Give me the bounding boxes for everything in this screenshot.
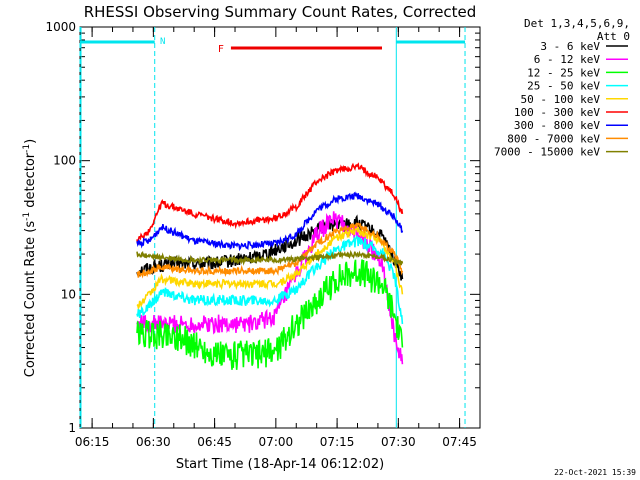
x-tick-label: 06:15 — [75, 435, 110, 449]
y-axis-label-sup2: -1 — [22, 144, 32, 153]
legend-label: 25 - 50 keV — [527, 80, 600, 93]
x-tick-label: 07:00 — [259, 435, 294, 449]
series-line-3 — [136, 234, 404, 325]
legend-label: 3 - 6 keV — [540, 40, 600, 53]
plot-layer: 1 10 100 1000 06:15 06:30 06:45 07:00 07:15 07:30… — [45, 20, 481, 449]
x-tick-label: 07:15 — [320, 435, 355, 449]
chart-title: RHESSI Observing Summary Count Rates, Co… — [84, 3, 477, 21]
y-axis-label: Corrected Count Rate (s-1 detector-1) — [22, 139, 38, 377]
x-axis-label: Start Time (18-Apr-14 06:12:02) — [176, 457, 384, 472]
legend-label: 7000 - 15000 keV — [494, 146, 600, 159]
y-tick-label: 1000 — [45, 20, 76, 34]
legend-label: 300 - 800 keV — [514, 119, 600, 132]
series-line-1 — [136, 211, 404, 365]
night-label: N — [160, 37, 165, 47]
series-line-8 — [136, 249, 404, 266]
x-tick-label: 07:45 — [442, 435, 477, 449]
timestamp: 22-Oct-2021 15:39 — [554, 468, 636, 477]
y-axis-label-main: Corrected Count Rate (s — [23, 221, 38, 378]
y-axis-label-mid: detector — [23, 152, 38, 212]
series-line-7 — [136, 222, 404, 279]
y-axis-label-end: ) — [23, 139, 38, 144]
series-line-6 — [136, 191, 404, 252]
legend-label: 800 - 7000 keV — [507, 132, 600, 145]
plot-frame — [79, 26, 481, 429]
legend-label: 12 - 25 keV — [527, 66, 600, 79]
legend-label: 6 - 12 keV — [534, 53, 601, 66]
y-axis-label-sup1: -1 — [22, 212, 32, 221]
legend-label: 100 - 300 keV — [514, 106, 600, 119]
legend-header-line1: Det 1,3,4,5,6,9, — [524, 17, 630, 30]
flare-label: F — [218, 44, 224, 55]
series-line-2 — [136, 259, 404, 370]
series-line-5 — [136, 162, 404, 244]
x-tick-label: 06:30 — [136, 435, 171, 449]
x-tick-label: 06:45 — [197, 435, 232, 449]
series-line-4 — [136, 226, 404, 310]
y-tick-label: 1 — [68, 421, 76, 435]
y-tick-label: 100 — [53, 154, 76, 168]
x-tick-label: 07:30 — [381, 435, 416, 449]
legend-header-line2: Att 0 — [597, 30, 630, 43]
y-tick-label: 10 — [61, 287, 76, 301]
legend-label: 50 - 100 keV — [521, 93, 601, 106]
